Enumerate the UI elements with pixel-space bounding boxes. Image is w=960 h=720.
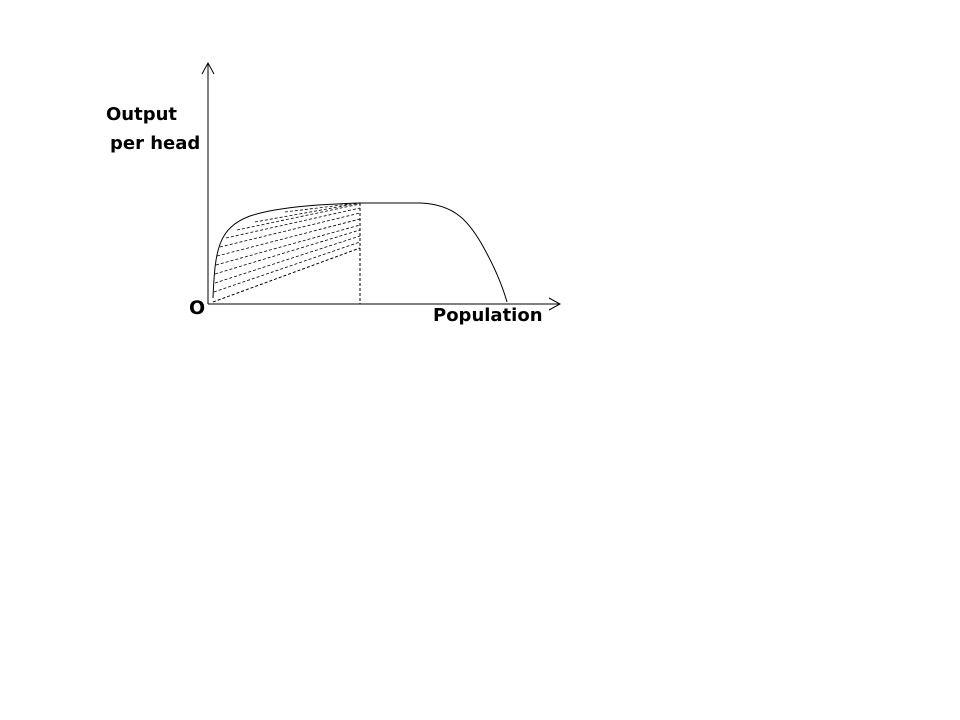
x-axis-label: Population	[433, 305, 543, 326]
x-axis	[208, 297, 562, 311]
y-axis-label-line2: per head	[110, 133, 201, 154]
hatched-region	[213, 202, 361, 293]
y-axis-label-line1: Output	[106, 104, 178, 125]
ray-from-origin-dashed-line	[212, 247, 361, 303]
origin-label: O	[189, 297, 206, 319]
output-per-head-curve	[212, 202, 508, 303]
y-axis	[201, 61, 215, 304]
